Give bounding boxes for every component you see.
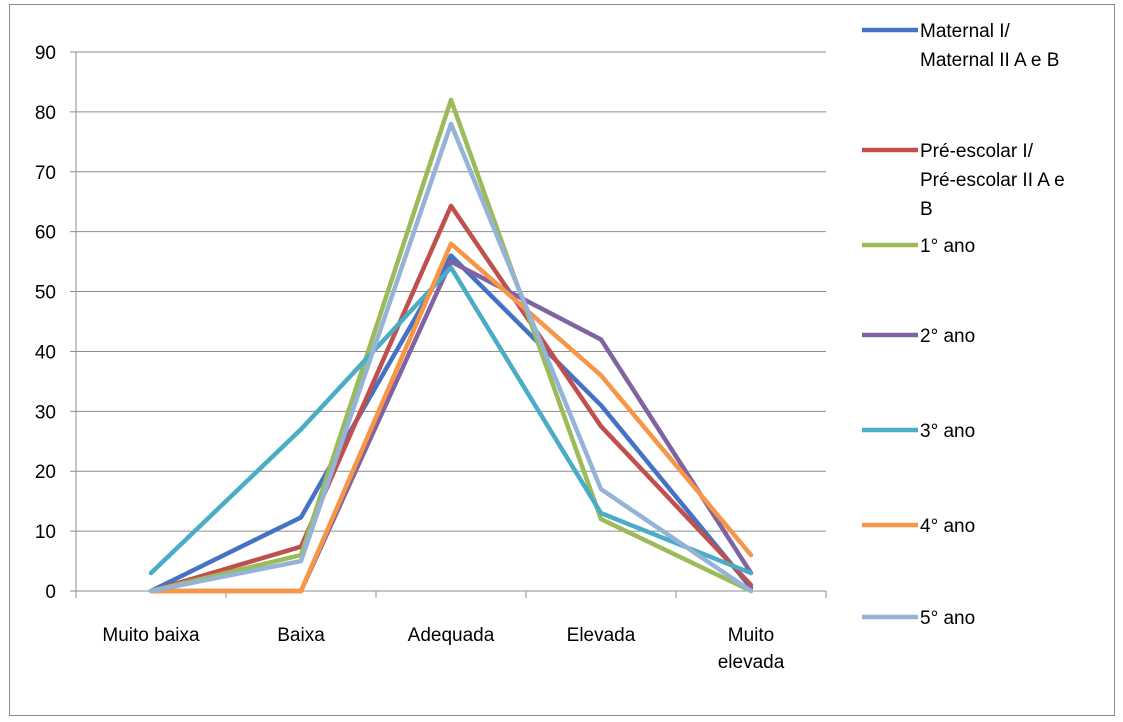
y-tick-label: 90 [35, 43, 56, 64]
legend-label: 2° ano [920, 326, 975, 347]
legend-label: 1° ano [920, 236, 975, 257]
legend-label: 3° ano [920, 421, 975, 442]
series-line-1 [148, 253, 754, 594]
x-tick-label: Elevada [567, 625, 636, 646]
legend-label: 4° ano [920, 516, 975, 537]
x-tick-label: Muito baixa [102, 625, 200, 646]
x-tick-label: elevada [718, 652, 785, 673]
legend-label: 5° ano [920, 608, 975, 629]
x-tick-label: Adequada [408, 625, 495, 646]
y-tick-label: 70 [35, 163, 56, 184]
legend-label: Pré-escolar I/ [920, 141, 1034, 162]
axes: 0 10 20 30 40 50 60 70 80 90 Muito baixa Baixa Adequ… [35, 43, 827, 673]
y-tick-label: 60 [35, 223, 56, 244]
y-tick-label: 30 [35, 402, 56, 423]
x-tick-label: Muito [728, 625, 774, 646]
series-line-7 [148, 121, 754, 594]
y-tick-label: 0 [45, 582, 56, 603]
legend-label: B [920, 199, 933, 220]
legend-label: Pré-escolar II A e [920, 170, 1065, 191]
chart-frame [9, 4, 1115, 716]
y-tick-label: 80 [35, 103, 56, 124]
series-line-3 [148, 97, 754, 594]
legend: Maternal I/Maternal II A e B Pré-escolar … [862, 21, 1065, 629]
y-tick-label: 40 [35, 342, 56, 363]
series-line-4 [148, 259, 754, 594]
series-lines [148, 97, 754, 594]
y-tick-label: 10 [35, 522, 56, 543]
legend-label: Maternal II A e B [920, 50, 1059, 71]
y-tick-label: 50 [35, 283, 56, 304]
x-tick-label: Baixa [277, 625, 325, 646]
legend-label: Maternal I/ [920, 21, 1010, 42]
y-tick-label: 20 [35, 462, 56, 483]
